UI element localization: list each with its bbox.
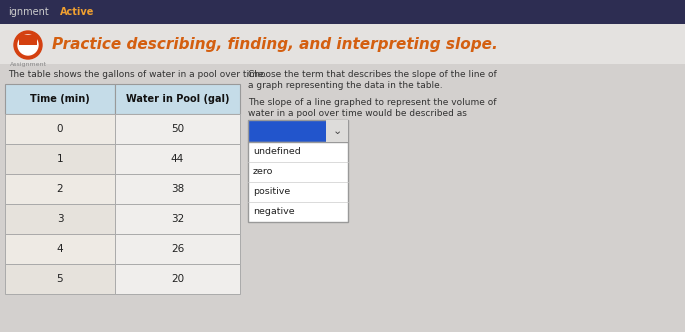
- Text: 38: 38: [171, 184, 184, 194]
- FancyBboxPatch shape: [115, 204, 240, 234]
- FancyBboxPatch shape: [5, 174, 115, 204]
- Text: ⌄: ⌄: [332, 126, 342, 136]
- FancyBboxPatch shape: [115, 144, 240, 174]
- Text: 1: 1: [57, 154, 63, 164]
- FancyBboxPatch shape: [5, 144, 115, 174]
- FancyBboxPatch shape: [248, 142, 348, 222]
- Circle shape: [18, 35, 38, 55]
- FancyBboxPatch shape: [0, 24, 685, 64]
- Text: positive: positive: [253, 188, 290, 197]
- Text: Choose the term that describes the slope of the line of: Choose the term that describes the slope…: [248, 70, 497, 79]
- FancyBboxPatch shape: [115, 264, 240, 294]
- Text: Practice describing, finding, and interpreting slope.: Practice describing, finding, and interp…: [52, 37, 498, 51]
- Text: zero: zero: [253, 168, 273, 177]
- Circle shape: [14, 31, 42, 59]
- Text: undefined: undefined: [253, 147, 301, 156]
- FancyBboxPatch shape: [115, 234, 240, 264]
- Text: 26: 26: [171, 244, 184, 254]
- FancyBboxPatch shape: [326, 120, 348, 142]
- FancyBboxPatch shape: [19, 35, 37, 45]
- Text: 4: 4: [57, 244, 63, 254]
- Text: 3: 3: [57, 214, 63, 224]
- Text: 44: 44: [171, 154, 184, 164]
- Text: The table shows the gallons of water in a pool over time.: The table shows the gallons of water in …: [8, 70, 266, 79]
- Text: Water in Pool (gal): Water in Pool (gal): [126, 94, 229, 104]
- Text: Time (min): Time (min): [30, 94, 90, 104]
- FancyBboxPatch shape: [115, 114, 240, 144]
- FancyBboxPatch shape: [5, 234, 115, 264]
- FancyBboxPatch shape: [115, 84, 240, 114]
- Text: 0: 0: [57, 124, 63, 134]
- FancyBboxPatch shape: [5, 264, 115, 294]
- Text: negative: negative: [253, 208, 295, 216]
- FancyBboxPatch shape: [5, 84, 115, 114]
- Text: 32: 32: [171, 214, 184, 224]
- Text: Active: Active: [60, 7, 95, 17]
- Text: 20: 20: [171, 274, 184, 284]
- FancyBboxPatch shape: [0, 0, 685, 24]
- FancyBboxPatch shape: [5, 114, 115, 144]
- Text: 5: 5: [57, 274, 63, 284]
- FancyBboxPatch shape: [248, 120, 348, 142]
- Text: ignment: ignment: [8, 7, 49, 17]
- FancyBboxPatch shape: [115, 174, 240, 204]
- Text: The slope of a line graphed to represent the volume of: The slope of a line graphed to represent…: [248, 98, 497, 107]
- FancyBboxPatch shape: [5, 204, 115, 234]
- Text: 2: 2: [57, 184, 63, 194]
- Text: 50: 50: [171, 124, 184, 134]
- Text: water in a pool over time would be described as: water in a pool over time would be descr…: [248, 109, 467, 118]
- Text: a graph representing the data in the table.: a graph representing the data in the tab…: [248, 81, 443, 90]
- Text: Assignment: Assignment: [10, 62, 47, 67]
